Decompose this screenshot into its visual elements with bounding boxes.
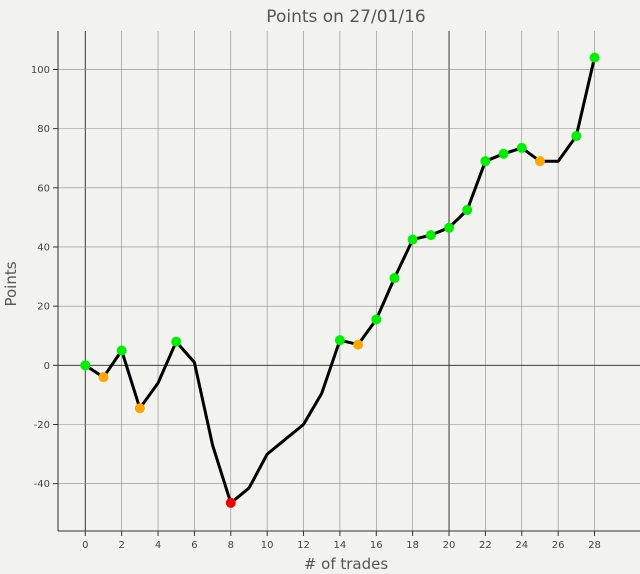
y-tick-label: 60 (37, 183, 50, 194)
x-tick-label: 28 (588, 540, 601, 551)
data-point (134, 403, 145, 414)
data-point (389, 273, 400, 284)
y-tick-label: -40 (34, 479, 50, 490)
data-points (80, 52, 600, 508)
y-axis-ticks: -40 -20 0 20 40 60 80 100 (31, 65, 58, 490)
data-point (171, 336, 182, 347)
chart-title: Points on 27/01/16 (266, 7, 425, 27)
data-point (589, 52, 600, 63)
x-tick-label: 6 (191, 540, 197, 551)
x-axis-ticks: 0 2 4 6 8 10 12 14 16 18 20 22 24 26 28 (82, 531, 601, 551)
x-axis-label: # of trades (304, 555, 389, 573)
y-axis-label: Points (2, 261, 20, 306)
data-point (480, 156, 491, 167)
x-tick-label: 8 (228, 540, 234, 551)
data-point (407, 234, 418, 245)
x-tick-label: 18 (406, 540, 419, 551)
y-tick-label: 20 (37, 302, 50, 313)
x-tick-label: 24 (515, 540, 528, 551)
x-tick-label: 26 (552, 540, 565, 551)
data-point (98, 372, 109, 383)
x-tick-label: 12 (297, 540, 310, 551)
x-tick-label: 0 (82, 540, 88, 551)
x-tick-label: 20 (443, 540, 456, 551)
data-point (371, 314, 382, 325)
x-tick-label: 10 (261, 540, 274, 551)
x-tick-label: 22 (479, 540, 492, 551)
y-tick-label: 100 (31, 65, 50, 76)
data-point (571, 131, 582, 142)
y-tick-label: 40 (37, 242, 50, 253)
data-point (462, 204, 473, 215)
data-point (225, 497, 236, 508)
data-point (334, 335, 345, 346)
data-point (498, 148, 509, 159)
y-tick-label: 0 (44, 361, 50, 372)
x-tick-label: 2 (118, 540, 124, 551)
y-tick-label: -20 (34, 420, 50, 431)
data-point (425, 230, 436, 241)
data-point (116, 345, 127, 356)
grid (58, 31, 640, 531)
data-point (534, 156, 545, 167)
data-point (444, 222, 455, 233)
data-point (80, 360, 91, 371)
data-point (353, 339, 364, 350)
x-tick-label: 16 (370, 540, 383, 551)
x-tick-label: 4 (155, 540, 161, 551)
y-tick-label: 80 (37, 124, 50, 135)
data-point (516, 142, 527, 153)
axes (57, 31, 640, 532)
x-tick-label: 14 (334, 540, 347, 551)
